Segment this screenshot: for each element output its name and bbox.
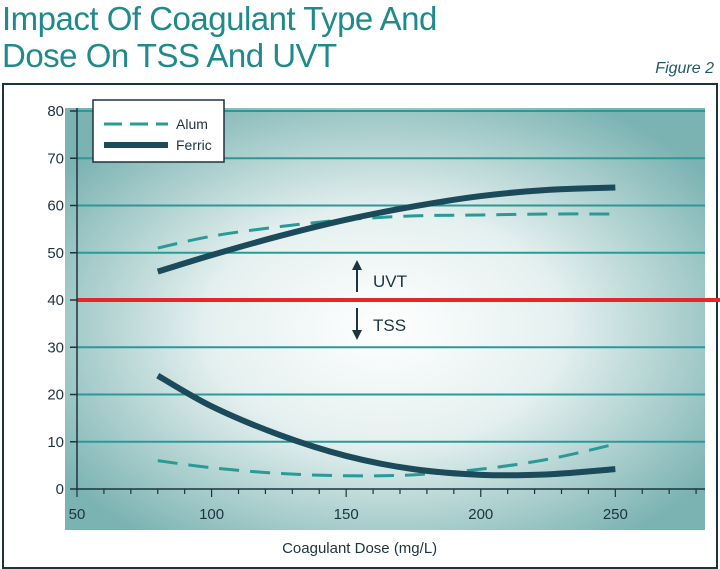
y-tick-label-70: 70 [47, 150, 64, 167]
tss-arrow-head [352, 330, 362, 340]
legend-label-ferric: Ferric [176, 137, 212, 153]
axes: 0 10 20 30 40 50 60 70 80 50 100 150 200 250 Coagulant… [47, 103, 705, 557]
legend: Alum Ferric [92, 99, 225, 163]
uvt-arrow-head [352, 260, 362, 270]
y-tick-label-50: 50 [47, 245, 64, 262]
y-tick-label-60: 60 [47, 198, 64, 215]
plot-glow-background [65, 108, 705, 530]
y-tick-label-30: 30 [47, 339, 64, 356]
x-tick-label-50: 50 [69, 506, 86, 523]
x-tick-label-100: 100 [199, 506, 224, 523]
series-alum-tss [157, 442, 616, 478]
chart-title: Impact Of Coagulant Type And Dose On TSS… [2, 0, 437, 74]
y-tick-label-10: 10 [47, 434, 64, 451]
tss-label: TSS [373, 316, 406, 335]
x-axis-title: Coagulant Dose (mg/L) [282, 540, 437, 557]
figure-label: Figure 2 [655, 60, 714, 77]
series-ferric-tss [156, 372, 616, 479]
x-tick-label-200: 200 [468, 506, 493, 523]
y-tick-label-0: 0 [56, 481, 64, 498]
y-tick-label-20: 20 [47, 387, 64, 404]
annotations: UVT TSS [352, 260, 407, 340]
x-tick-label-150: 150 [334, 506, 359, 523]
series-alum-uvt [157, 212, 616, 250]
chart-title-line-1: Impact Of Coagulant Type And [2, 0, 437, 37]
legend-box [92, 99, 225, 163]
x-tick-label-250: 250 [603, 506, 628, 523]
uvt-label: UVT [373, 272, 407, 291]
y-tick-label-80: 80 [47, 103, 64, 120]
legend-label-alum: Alum [176, 116, 208, 132]
y-tick-label-40: 40 [47, 292, 64, 309]
chart-title-line-2: Dose On TSS And UVT [2, 37, 337, 74]
series-ferric-uvt [156, 184, 616, 275]
data-series [156, 184, 616, 479]
